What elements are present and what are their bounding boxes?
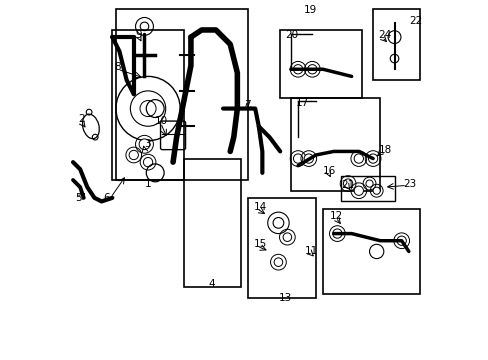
Circle shape xyxy=(143,157,152,167)
Circle shape xyxy=(274,258,282,266)
Text: 11: 11 xyxy=(305,247,318,256)
Text: 13: 13 xyxy=(278,293,291,303)
Text: 5: 5 xyxy=(75,193,81,203)
Text: 22: 22 xyxy=(408,16,421,26)
Text: 14: 14 xyxy=(253,202,266,212)
Text: 23: 23 xyxy=(403,179,416,189)
Bar xyxy=(372,9,419,80)
Bar xyxy=(280,30,362,98)
Circle shape xyxy=(293,64,302,74)
Circle shape xyxy=(332,229,341,238)
Circle shape xyxy=(396,236,406,246)
Circle shape xyxy=(283,233,291,242)
Text: 17: 17 xyxy=(296,98,309,108)
Circle shape xyxy=(307,64,316,74)
Bar xyxy=(323,208,419,294)
Circle shape xyxy=(365,180,372,187)
Circle shape xyxy=(129,150,138,159)
Text: 7: 7 xyxy=(244,100,251,110)
Bar xyxy=(247,198,315,298)
Text: 24: 24 xyxy=(378,30,391,40)
Circle shape xyxy=(367,154,377,163)
Circle shape xyxy=(304,154,313,163)
Circle shape xyxy=(139,139,149,150)
Text: 1: 1 xyxy=(144,179,151,189)
Text: 2: 2 xyxy=(78,114,85,124)
Bar xyxy=(290,98,380,191)
Text: 21: 21 xyxy=(340,180,353,190)
Text: 9: 9 xyxy=(135,30,142,40)
Bar xyxy=(112,30,183,180)
Bar xyxy=(183,158,241,287)
Text: 20: 20 xyxy=(285,30,298,40)
Circle shape xyxy=(343,179,352,188)
Text: 6: 6 xyxy=(103,193,110,203)
Bar xyxy=(116,9,247,180)
Text: 3: 3 xyxy=(144,139,151,149)
Circle shape xyxy=(372,187,380,194)
Text: 16: 16 xyxy=(323,166,336,176)
Circle shape xyxy=(353,186,363,195)
Bar xyxy=(340,176,394,202)
Text: 15: 15 xyxy=(253,239,266,249)
Text: 4: 4 xyxy=(208,279,215,289)
Text: 19: 19 xyxy=(303,5,316,15)
Circle shape xyxy=(353,154,363,163)
Circle shape xyxy=(293,154,302,163)
Text: 12: 12 xyxy=(329,211,343,221)
Text: 18: 18 xyxy=(378,145,391,155)
Text: 8: 8 xyxy=(114,63,121,72)
Text: 10: 10 xyxy=(155,116,168,126)
